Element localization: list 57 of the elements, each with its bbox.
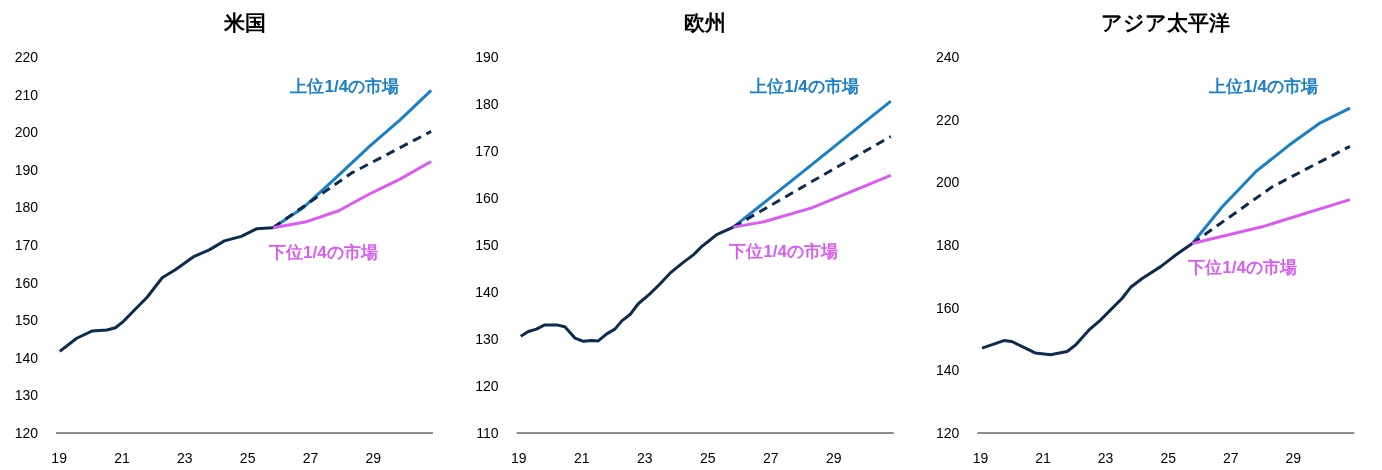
y-tick-label: 170 — [475, 143, 499, 159]
y-tick-label: 220 — [935, 111, 960, 128]
x-tick-label: 29 — [826, 450, 842, 466]
x-tick-label: 23 — [637, 450, 653, 466]
series-label: 下位1/4の市場 — [728, 242, 838, 262]
series-label: 下位1/4の市場 — [1187, 258, 1297, 278]
series-label: 上位1/4の市場 — [289, 77, 400, 96]
y-tick-label: 170 — [14, 237, 39, 253]
y-tick-label: 140 — [14, 349, 39, 366]
y-tick-label: 180 — [935, 237, 960, 253]
y-tick-label: 180 — [14, 199, 39, 216]
series-label: 上位1/4の市場 — [749, 77, 859, 96]
x-tick-label: 27 — [763, 450, 779, 466]
x-tick-label: 19 — [972, 450, 989, 466]
y-tick-label: 120 — [935, 425, 960, 441]
x-tick-label: 21 — [574, 450, 590, 466]
series-label: 下位1/4の市場 — [268, 242, 378, 262]
x-tick-label: 21 — [1035, 450, 1052, 466]
y-tick-label: 160 — [935, 299, 960, 316]
x-tick-label: 25 — [700, 450, 716, 466]
x-tick-label: 25 — [239, 450, 256, 466]
x-tick-label: 21 — [114, 450, 130, 466]
y-tick-label: 190 — [14, 161, 39, 178]
y-tick-label: 190 — [475, 49, 499, 65]
chart-title: 欧州 — [684, 11, 727, 34]
x-tick-label: 29 — [1285, 450, 1302, 466]
y-tick-label: 140 — [475, 284, 499, 300]
y-tick-label: 200 — [14, 124, 39, 141]
x-tick-label: 27 — [302, 450, 319, 466]
x-tick-label: 27 — [1222, 450, 1239, 466]
y-tick-label: 200 — [935, 174, 960, 191]
x-tick-label: 19 — [51, 450, 68, 466]
line-series — [271, 160, 433, 230]
x-tick-label: 23 — [177, 450, 193, 466]
y-tick-label: 120 — [14, 425, 39, 441]
y-tick-label: 140 — [935, 362, 960, 379]
x-tick-label: 25 — [1160, 450, 1177, 466]
y-tick-label: 150 — [475, 237, 499, 253]
chart-title: アジア太平洋 — [1101, 11, 1231, 34]
y-tick-label: 160 — [14, 274, 39, 291]
series-label: 上位1/4の市場 — [1208, 77, 1318, 96]
x-tick-label: 23 — [1097, 450, 1114, 466]
y-tick-label: 220 — [14, 49, 39, 65]
y-tick-label: 240 — [935, 49, 960, 65]
y-tick-label: 110 — [476, 425, 499, 441]
y-tick-label: 120 — [475, 378, 499, 394]
y-tick-label: 130 — [475, 331, 499, 347]
y-tick-label: 180 — [475, 96, 499, 112]
x-tick-label: 19 — [511, 450, 527, 466]
x-tick-label: 29 — [365, 450, 382, 466]
y-tick-label: 130 — [14, 387, 39, 404]
chart-title: 米国 — [222, 11, 266, 34]
y-tick-label: 210 — [14, 86, 39, 103]
line-series — [731, 173, 893, 229]
line-series — [1190, 106, 1352, 245]
y-tick-label: 150 — [14, 312, 39, 329]
y-tick-label: 160 — [475, 190, 499, 206]
